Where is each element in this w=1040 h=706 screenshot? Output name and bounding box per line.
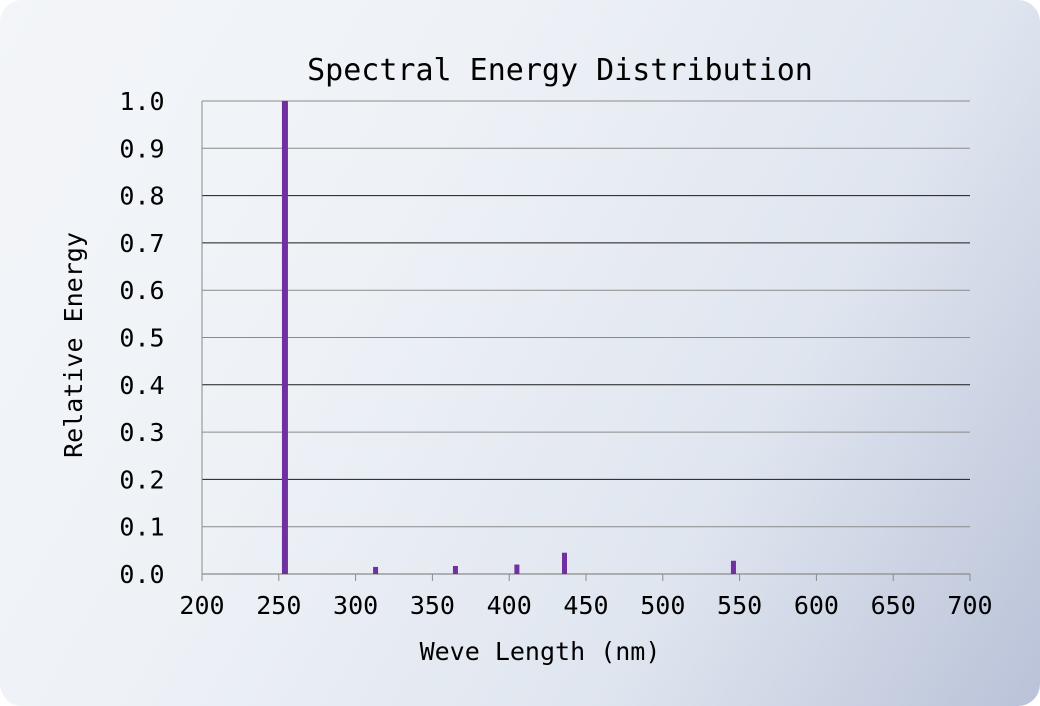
spectral-line-bar: [514, 564, 520, 574]
y-tick-labels: 0.0 0.1 0.2 0.3 0.4 0.5 0.6 0.7 0.8 0.9 1.0: [119, 87, 164, 589]
x-tick-label: 600: [794, 591, 839, 620]
x-tick-label: 650: [871, 591, 916, 620]
y-tick-label: 0.7: [119, 229, 164, 258]
y-tick-label: 0.5: [119, 324, 164, 353]
chart-title: Spectral Energy Distribution: [307, 53, 813, 88]
y-tick-label: 0.2: [119, 465, 164, 494]
y-axis-label: Relative Energy: [59, 232, 88, 458]
x-tick-label: 500: [640, 591, 685, 620]
spectral-line-bar: [730, 560, 736, 574]
y-tick-label: 0.3: [119, 418, 164, 447]
y-tick-label: 0.4: [119, 371, 164, 400]
y-tick-label: 0.1: [119, 513, 164, 542]
x-tick-label: 400: [487, 591, 532, 620]
x-tick-label: 550: [717, 591, 762, 620]
spectral-line-bar: [452, 565, 458, 574]
x-tick-label: 350: [410, 591, 455, 620]
y-tick-label: 0.8: [119, 182, 164, 211]
spectral-line-bar: [281, 101, 288, 574]
x-tick-label: 300: [333, 591, 378, 620]
y-tick-label: 1.0: [119, 87, 164, 116]
bars: [281, 101, 736, 574]
grid-lines: [202, 100, 970, 528]
spectral-line-bar: [561, 552, 567, 574]
spectral-line-bar: [373, 566, 379, 574]
axes: [201, 101, 971, 581]
x-axis-label: Weve Length (nm): [420, 637, 661, 666]
x-tick-label: 450: [563, 591, 608, 620]
x-tick-label: 250: [256, 591, 301, 620]
x-tick-label: 700: [947, 591, 992, 620]
x-tick-labels: 200 250 300 350 400 450 500 550 600 650 700: [179, 591, 992, 620]
x-tick-label: 200: [179, 591, 224, 620]
y-tick-label: 0.0: [119, 560, 164, 589]
y-tick-label: 0.6: [119, 276, 164, 305]
y-tick-label: 0.9: [119, 134, 164, 163]
